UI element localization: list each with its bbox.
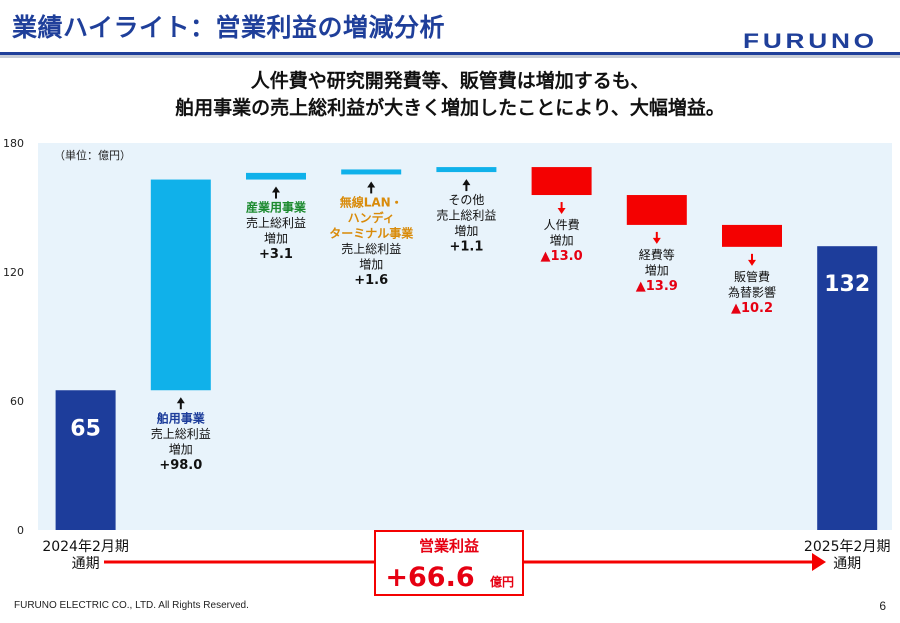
headline-line-2: 舶用事業の売上総利益が大きく増加したことにより、大幅増益。	[175, 97, 725, 119]
furuno-logo: FURUNO	[743, 30, 878, 53]
bar-total	[55, 390, 116, 530]
y-tick-label: 0	[17, 524, 24, 537]
bar-label-line: 増加	[359, 257, 383, 271]
bar-label-line: ▲10.2	[731, 301, 773, 316]
bar-label-line: 増加	[454, 224, 478, 238]
arrow-down-icon	[557, 208, 566, 215]
arrow-up-icon	[462, 179, 471, 186]
bar-label-line: 人件費	[544, 217, 580, 232]
y-tick-label: 180	[3, 137, 24, 150]
bar-label-line: +1.1	[449, 240, 483, 255]
bar-decrease	[626, 195, 687, 225]
bar-label-line: 経費等	[639, 247, 675, 262]
bar-label-line: ターミナル事業	[329, 225, 414, 240]
bar-increase	[436, 167, 497, 173]
bar-label-line: +1.6	[354, 273, 388, 288]
bar-decrease	[531, 167, 592, 196]
bar-increase	[246, 172, 306, 180]
page-title: 業績ハイライト：営業利益の増減分析	[12, 13, 446, 42]
x-category-label: 通期	[72, 556, 100, 572]
bar-label-line: 増加	[550, 234, 574, 248]
data-label-total: 65	[70, 416, 101, 441]
headline: 人件費や研究開発費等、販管費は増加するも、 舶用事業の売上総利益が大きく増加した…	[0, 68, 900, 122]
x-category-label: 2025年2月期	[804, 539, 891, 555]
bar-label-line: 増加	[169, 442, 193, 456]
bar-label-line: 販管費	[734, 269, 770, 284]
bar-label-line: 無線LAN・	[340, 194, 403, 209]
x-category-label: 2024年2月期	[42, 539, 129, 555]
bar-increase	[341, 169, 402, 175]
page-number: 6	[879, 599, 886, 613]
summary-value: +66.6	[385, 562, 474, 593]
headline-line-1: 人件費や研究開発費等、販管費は増加するも、	[250, 70, 650, 92]
bar-label-line: 売上総利益	[246, 215, 306, 230]
bar-label-line: 増加	[264, 232, 288, 246]
bar-label-line: ▲13.0	[541, 249, 583, 264]
arrow-up-icon	[176, 397, 185, 404]
y-tick-label: 60	[10, 395, 24, 408]
summary-title: 営業利益	[419, 537, 479, 555]
bar-label-line: 売上総利益	[341, 241, 401, 256]
arrow-down-icon	[652, 237, 661, 244]
summary-arrow-head	[812, 553, 826, 571]
bar-label-line: ▲13.9	[636, 279, 678, 294]
bar-total	[817, 246, 878, 530]
bar-label-line: 売上総利益	[436, 208, 496, 223]
copyright: FURUNO ELECTRIC CO., LTD. All Rights Res…	[14, 600, 249, 611]
arrow-up-icon	[367, 181, 376, 188]
arrow-down-icon	[748, 259, 756, 266]
unit-label: （単位：億円）	[54, 148, 131, 162]
bar-decrease	[722, 224, 782, 247]
bar-label-line: 増加	[645, 263, 669, 277]
summary-unit: 億円	[490, 574, 514, 589]
data-label-total: 132	[824, 272, 870, 297]
x-category-label: 通期	[833, 556, 861, 572]
summary-box	[374, 530, 524, 596]
bar-label-line: 為替影響	[728, 284, 776, 299]
bar-label-line: +3.1	[259, 247, 293, 262]
bar-label-line: 舶用事業	[157, 410, 206, 425]
bar-label-line: +98.0	[159, 458, 202, 473]
header-rule-shadow	[0, 55, 900, 58]
bar-label-line: 売上総利益	[151, 426, 211, 441]
y-tick-label: 120	[3, 266, 24, 279]
bar-increase	[150, 179, 211, 391]
bar-label-line: ハンディ	[348, 210, 395, 225]
bar-label-line: その他	[448, 193, 484, 207]
arrow-up-icon	[272, 186, 280, 193]
bar-label-line: 産業用事業	[246, 200, 307, 215]
header-rule	[0, 52, 900, 55]
